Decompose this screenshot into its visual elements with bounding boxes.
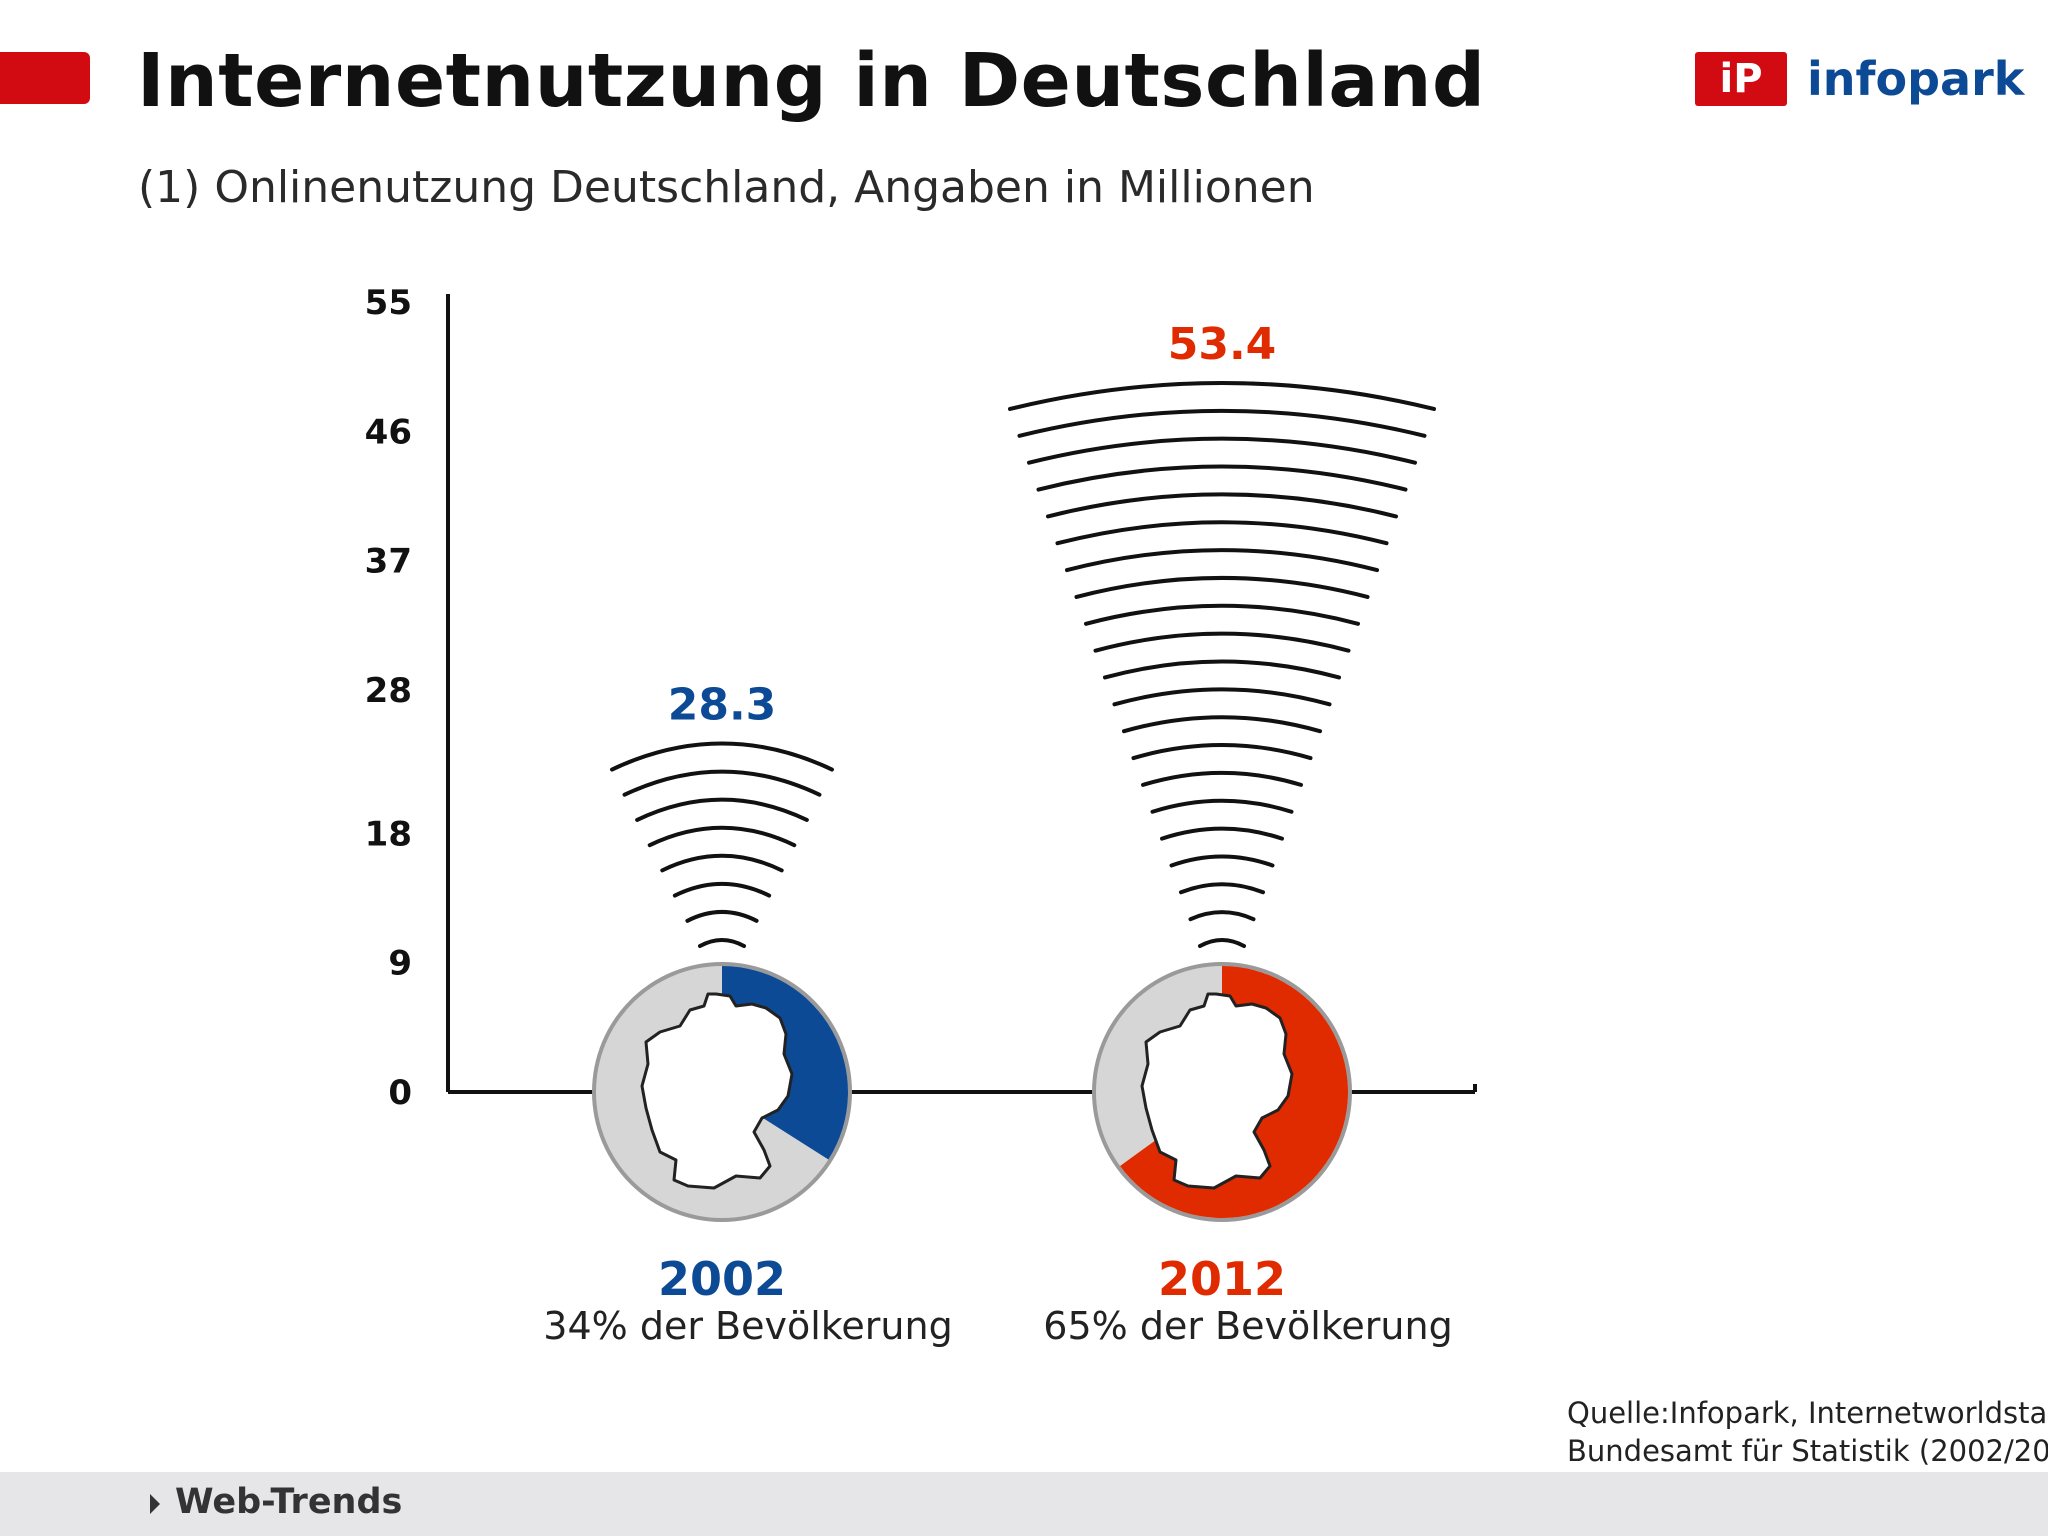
y-tick-label: 9 <box>388 944 412 984</box>
signal-arc <box>1017 408 1427 438</box>
signal-arc <box>660 853 784 873</box>
value-label-2002: 28.3 <box>668 680 777 731</box>
signal-arc <box>672 881 772 898</box>
signal-arc <box>1112 687 1332 707</box>
source-note: Quelle:Infopark, Internetworldstats, Bun… <box>1567 1394 2048 1470</box>
signal-arc <box>1141 770 1303 787</box>
signal-arc <box>1074 575 1370 599</box>
signal-arc <box>1036 464 1408 492</box>
source-line-2: Bundesamt für Statistik (2002/2012) <box>1567 1434 2048 1468</box>
signal-arc <box>1008 381 1436 411</box>
signal-arc <box>1160 826 1284 841</box>
signal-arc <box>647 825 797 848</box>
population-label-2012: 65% der Bevölkerung <box>1043 1304 1453 1348</box>
signal-arc <box>1046 492 1398 519</box>
signal-arc <box>1131 743 1313 761</box>
signal-arc <box>1065 548 1379 573</box>
chart-subtitle: (1) Onlinenutzung Deutschland, Angaben i… <box>138 162 1315 213</box>
value-label-2012: 53.4 <box>1168 319 1277 370</box>
signal-arc <box>1169 854 1275 868</box>
y-tick-label: 37 <box>365 542 412 582</box>
caret-right-icon <box>150 1494 160 1514</box>
germany-map-2002 <box>640 992 794 1190</box>
y-tick-label: 0 <box>388 1073 412 1113</box>
footer-section-label[interactable]: Web-Trends <box>175 1482 403 1522</box>
usage-chart: 0 9 18 28 37 46 55 28.3 53.4 <box>365 283 1477 1222</box>
y-tick-label: 28 <box>365 671 412 711</box>
year-label-2002: 2002 <box>657 1252 787 1306</box>
accent-tab <box>0 52 90 104</box>
signal-arc <box>1188 910 1256 922</box>
signal-arc <box>1093 631 1351 653</box>
y-tick-label: 18 <box>365 814 412 854</box>
infopark-logo[interactable]: iP infopark <box>1695 52 2024 106</box>
signal-arc <box>622 769 822 797</box>
year-label-2012: 2012 <box>1157 1252 1287 1306</box>
source-line-1: Quelle:Infopark, Internetworldstats, <box>1567 1396 2048 1430</box>
logo-text: infopark <box>1807 52 2025 106</box>
page-title: Internetnutzung in Deutschland <box>137 38 1486 124</box>
signal-arc <box>1179 882 1265 895</box>
signal-arc <box>685 910 759 923</box>
population-label-2002: 34% der Bevölkerung <box>543 1304 953 1348</box>
signal-arc <box>698 938 746 948</box>
signal-arc <box>635 797 809 822</box>
logo-mark: iP <box>1695 52 1787 106</box>
footer-bar <box>0 1472 2048 1536</box>
signal-arc <box>1103 659 1341 680</box>
signal-arc <box>1198 938 1246 948</box>
signal-arc <box>610 741 834 772</box>
signal-arc <box>1055 520 1389 546</box>
signal-arc <box>1027 436 1417 465</box>
signal-arc <box>1084 603 1360 626</box>
signal-arc <box>1122 715 1322 734</box>
y-tick-label: 55 <box>365 283 412 323</box>
signal-arc <box>1150 798 1294 814</box>
germany-map-2012 <box>1140 992 1294 1190</box>
y-tick-label: 46 <box>365 412 412 452</box>
